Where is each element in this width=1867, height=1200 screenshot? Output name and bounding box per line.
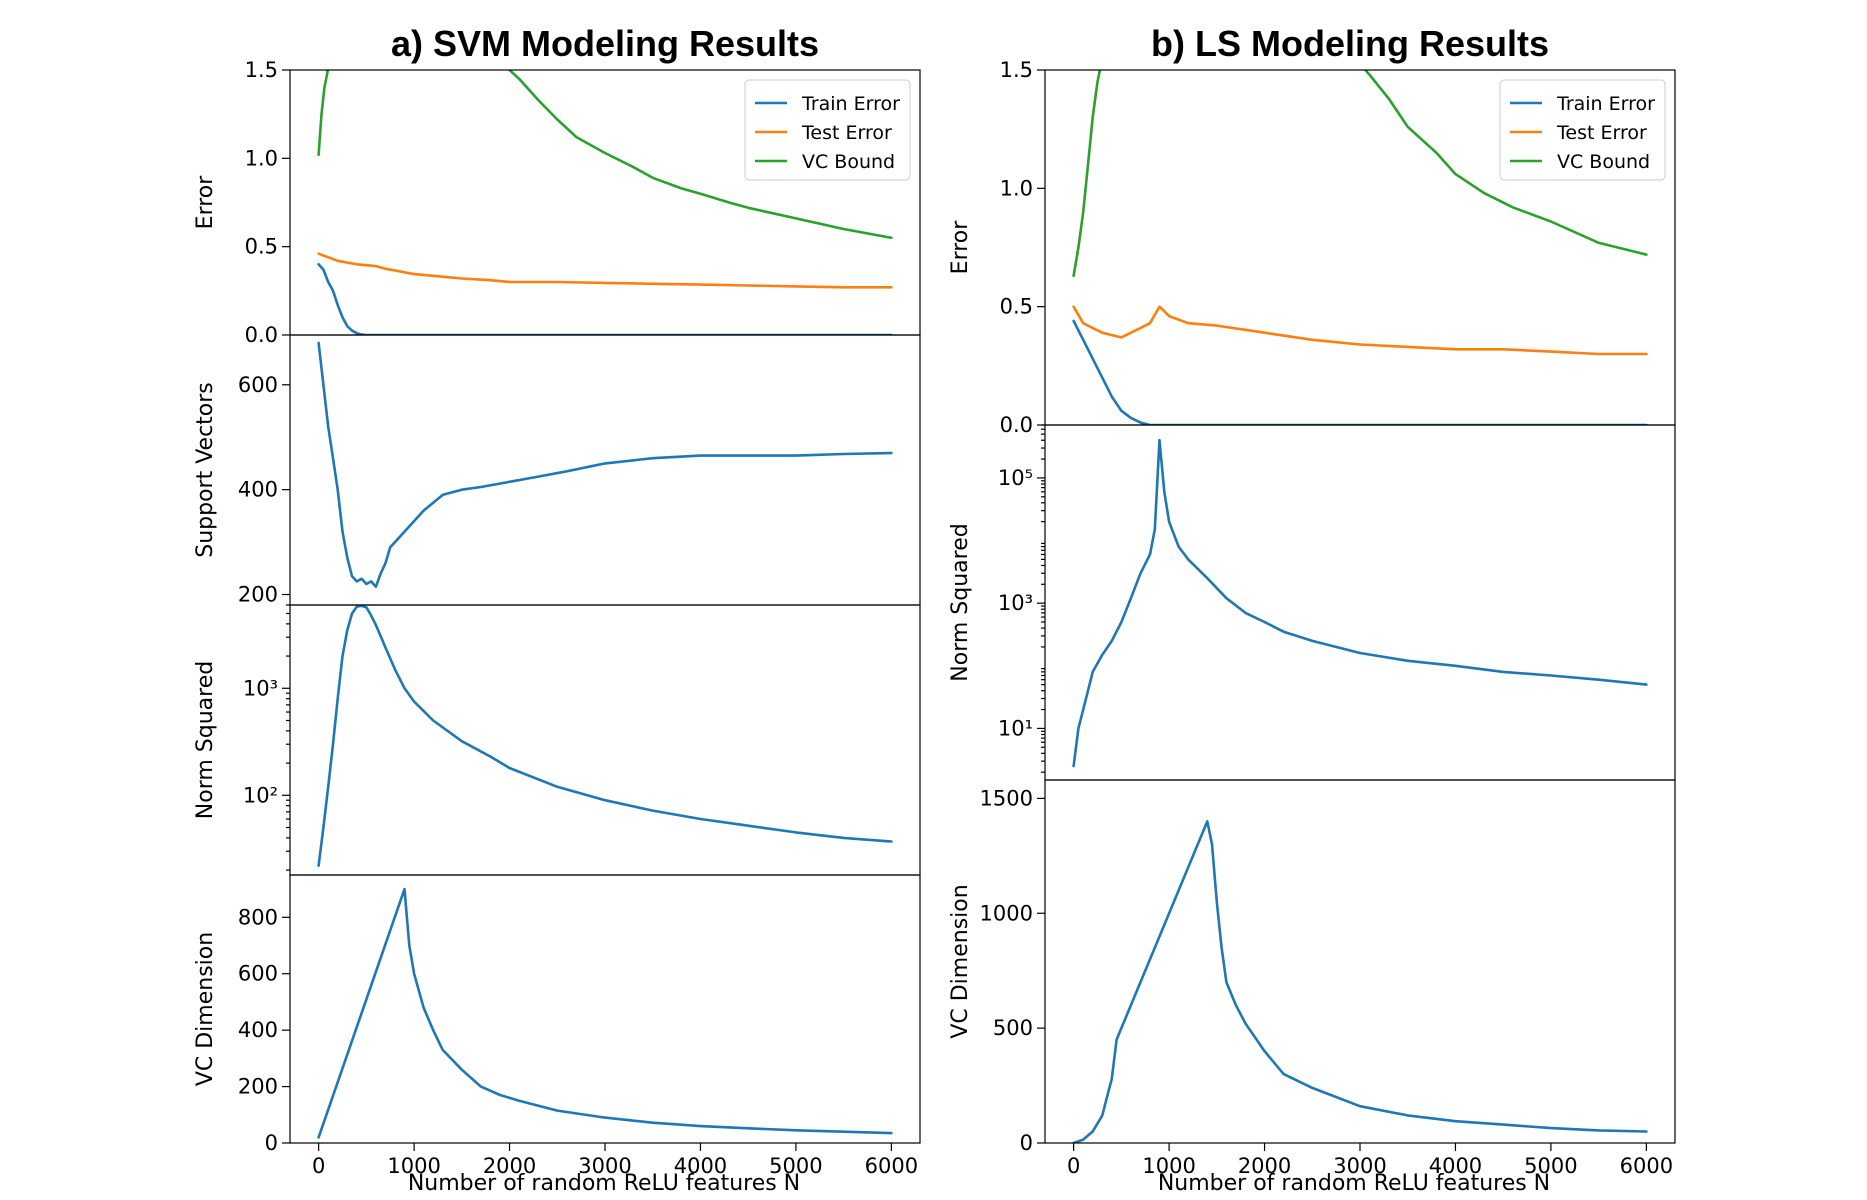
ls_vcdim-y-tick-label: 1500 xyxy=(980,786,1033,810)
svm_norm-y-tick-label: 10² xyxy=(243,783,278,807)
svm_norm-line-norm-squared xyxy=(317,605,893,868)
ls_norm-y-tick-label: 10⁵ xyxy=(998,466,1033,490)
svm_error-line-test-error xyxy=(317,252,893,289)
ls_error-legend: Train Error Test Error VC Bound xyxy=(1499,79,1666,181)
ls_vcdim-line-vc-dimension xyxy=(1072,820,1648,1143)
svm_vcdim-x-tick-label: 5000 xyxy=(769,1154,822,1178)
ls_vcdim-panel: 0 500 1000 1500 VC Dimension 0 1000 2000 3000 400… xyxy=(948,779,1676,1178)
svm_vcdim-x-tick-label: 1000 xyxy=(387,1154,440,1178)
svm_sv-line-support-vectors xyxy=(317,341,893,589)
svm_vcdim-line-vc-dimension xyxy=(317,887,893,1139)
ls_error-line-vc-bound xyxy=(1072,70,1648,278)
ls_norm-panel: 10¹ 10³ 10⁵ Norm Squared xyxy=(948,424,1676,781)
svm_error-y-tick-label: 1.0 xyxy=(245,146,278,170)
ls_error-y-tick-label: 1.5 xyxy=(1000,58,1033,82)
ls_vcdim-axes-frame xyxy=(1044,779,1676,1144)
svm_vcdim-y-tick-label: 0 xyxy=(265,1131,278,1155)
svm_norm-panel: 10² 10³ Norm Squared xyxy=(193,604,921,876)
ls_error-series-group xyxy=(1072,70,1648,425)
svm_vcdim-y-tick-label: 400 xyxy=(238,1018,278,1042)
ls_vcdim-x-tick-label: 6000 xyxy=(1620,1154,1673,1178)
ls_vcdim-y-tick-label: 1000 xyxy=(980,901,1033,925)
svm_error-y-tick-label: 1.5 xyxy=(245,58,278,82)
ls_norm-y-axis-label: Norm Squared xyxy=(948,523,973,681)
svm_vcdim-x-tick-label: 2000 xyxy=(483,1154,536,1178)
svm_vcdim-x-tick-label: 6000 xyxy=(865,1154,918,1178)
ls_vcdim-x-tick-label: 5000 xyxy=(1524,1154,1577,1178)
ls_vcdim-y-tick-label: 0 xyxy=(1020,1131,1033,1155)
ls_vcdim-y-axis-label: VC Dimension xyxy=(948,884,973,1038)
ls-x-axis-label: Number of random ReLU features N xyxy=(1158,1171,1550,1196)
svm_error-line-vc-bound xyxy=(317,70,893,240)
ls_norm-y-tick-label: 10¹ xyxy=(998,716,1033,740)
svm_vcdim-axes-frame xyxy=(289,874,921,1144)
svm_error-y-axis-label: Error xyxy=(193,175,218,230)
ls_norm-line-norm-squared xyxy=(1072,438,1648,768)
ls_norm-axes-frame xyxy=(1044,424,1676,781)
svm_vcdim-x-tick-label: 0 xyxy=(312,1154,325,1178)
svm_sv-y-tick-label: 400 xyxy=(238,478,278,502)
svm_norm-y-axis-label: Norm Squared xyxy=(193,661,218,819)
ls_error-legend-label: Train Error xyxy=(1556,93,1655,115)
svm_sv-panel: 200 400 600 Support Vectors xyxy=(193,334,921,607)
svm_error-line-train-error xyxy=(317,262,893,335)
ls_error-panel: 0.0 0.5 1.0 1.5 Error Train Error Test Error VC… xyxy=(948,58,1676,437)
svm_error-series-group xyxy=(317,70,893,335)
svm_sv-y-tick-label: 200 xyxy=(238,583,278,607)
svm_vcdim-y-tick-label: 800 xyxy=(238,905,278,929)
svm_vcdim-series-group xyxy=(317,887,893,1139)
svm_error-legend-label: Train Error xyxy=(801,93,900,115)
ls_error-y-tick-label: 0.0 xyxy=(1000,413,1033,437)
ls_vcdim-y-tick-label: 500 xyxy=(993,1016,1033,1040)
svm_norm-series-group xyxy=(317,605,893,868)
svm_error-y-tick-label: 0.0 xyxy=(245,323,278,347)
ls_error-y-axis-label: Error xyxy=(948,220,973,275)
ls-title: b) LS Modeling Results xyxy=(1151,23,1549,64)
ls_error-line-test-error xyxy=(1072,305,1648,356)
ls_error-y-tick-label: 1.0 xyxy=(1000,176,1033,200)
ls_error-legend-box xyxy=(1499,79,1666,181)
ls_vcdim-x-tick-label: 3000 xyxy=(1333,1154,1386,1178)
svm_vcdim-panel: 0 200 400 600 800 VC Dimension 0 1000 2000 3000 40… xyxy=(193,874,921,1178)
ls_norm-series-group xyxy=(1072,438,1648,768)
ls_vcdim-x-tick-label: 2000 xyxy=(1238,1154,1291,1178)
svm_vcdim-x-tick-label: 4000 xyxy=(674,1154,727,1178)
svm_vcdim-y-tick-label: 200 xyxy=(238,1075,278,1099)
ls_vcdim-series-group xyxy=(1072,820,1648,1143)
ls_vcdim-x-tick-label: 4000 xyxy=(1429,1154,1482,1178)
svm_sv-y-tick-label: 600 xyxy=(238,373,278,397)
svm-x-axis-label: Number of random ReLU features N xyxy=(408,1171,800,1196)
ls_error-legend-label: Test Error xyxy=(1556,122,1647,144)
svm_error-y-tick-label: 0.5 xyxy=(245,235,278,259)
svm_error-legend-label: VC Bound xyxy=(802,151,895,173)
svm_sv-y-axis-label: Support Vectors xyxy=(193,382,218,558)
svm_vcdim-y-axis-label: VC Dimension xyxy=(193,932,218,1086)
svm_vcdim-x-tick-label: 3000 xyxy=(578,1154,631,1178)
ls_error-legend-label: VC Bound xyxy=(1557,151,1650,173)
plot-area: 0.0 0.5 1.0 1.5 Error Train Error Test Error VC… xyxy=(193,58,1676,1178)
svm_vcdim-y-tick-label: 600 xyxy=(238,962,278,986)
ls_vcdim-x-tick-label: 1000 xyxy=(1142,1154,1195,1178)
svm-title: a) SVM Modeling Results xyxy=(391,23,819,64)
svm_error-legend-box xyxy=(744,79,911,181)
ls_norm-y-tick-label: 10³ xyxy=(998,591,1033,615)
svm_sv-series-group xyxy=(317,341,893,589)
ls_error-y-tick-label: 0.5 xyxy=(1000,295,1033,319)
svm_norm-y-tick-label: 10³ xyxy=(243,676,278,700)
svm_error-panel: 0.0 0.5 1.0 1.5 Error Train Error Test Error VC… xyxy=(193,58,921,347)
svm_error-legend-label: Test Error xyxy=(801,122,892,144)
svm_error-legend: Train Error Test Error VC Bound xyxy=(744,79,911,181)
ls_error-line-train-error xyxy=(1072,319,1648,425)
ls_vcdim-x-tick-label: 0 xyxy=(1067,1154,1080,1178)
